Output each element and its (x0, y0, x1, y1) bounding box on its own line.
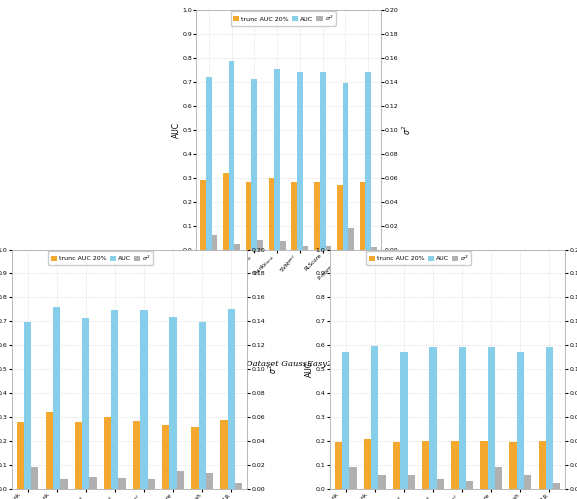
Bar (371, 247, 377, 250)
Bar (206, 77, 212, 250)
Bar (206, 474, 213, 489)
Bar (252, 79, 257, 250)
Bar (133, 422, 140, 489)
Bar (335, 442, 342, 489)
Legend: trunc AUC 20%, AUC, $\sigma^2$: trunc AUC 20%, AUC, $\sigma^2$ (366, 251, 471, 265)
Text: a.  Dataset GaussEasy20D: a. Dataset GaussEasy20D (233, 360, 344, 368)
Bar (342, 352, 350, 489)
Bar (364, 439, 371, 489)
Bar (235, 483, 242, 489)
Bar (223, 173, 228, 250)
Bar (140, 310, 148, 489)
Bar (228, 61, 234, 250)
Bar (191, 427, 198, 489)
Y-axis label: AUC: AUC (172, 122, 181, 138)
Bar (480, 441, 488, 489)
Y-axis label: $\sigma^2$: $\sigma^2$ (267, 364, 279, 374)
Y-axis label: $\sigma^2$: $\sigma^2$ (400, 125, 413, 135)
Bar (509, 442, 517, 489)
Bar (82, 318, 89, 489)
Bar (517, 352, 524, 489)
Bar (104, 417, 111, 489)
Bar (60, 480, 68, 489)
Legend: trunc AUC 20%, AUC, $\sigma^2$: trunc AUC 20%, AUC, $\sigma^2$ (231, 11, 336, 25)
Bar (337, 185, 343, 250)
Bar (359, 182, 365, 250)
Y-axis label: AUC: AUC (305, 361, 314, 377)
Bar (177, 471, 184, 489)
Bar (495, 468, 502, 489)
Bar (291, 182, 297, 250)
Bar (466, 481, 473, 489)
Bar (429, 346, 437, 489)
Bar (422, 441, 429, 489)
Bar (546, 346, 553, 489)
Bar (393, 442, 400, 489)
Bar (280, 241, 286, 250)
Bar (220, 420, 227, 489)
Bar (553, 483, 560, 489)
Bar (274, 69, 280, 250)
Bar (538, 441, 546, 489)
Bar (407, 475, 415, 489)
Bar (268, 178, 274, 250)
Bar (118, 478, 126, 489)
Bar (234, 244, 240, 250)
Bar (349, 228, 354, 250)
Bar (17, 422, 24, 489)
Bar (75, 423, 82, 489)
Bar (343, 82, 349, 250)
Bar (303, 246, 309, 250)
Bar (297, 72, 303, 249)
Bar (212, 235, 218, 250)
Bar (451, 441, 459, 489)
Bar (162, 425, 170, 489)
Bar (46, 412, 53, 489)
Bar (257, 240, 263, 250)
Bar (24, 322, 31, 489)
Bar (53, 306, 60, 489)
Bar (198, 322, 206, 489)
Bar (365, 72, 371, 250)
Bar (371, 346, 379, 489)
Bar (314, 182, 320, 250)
Bar (524, 475, 531, 489)
Bar (379, 475, 386, 489)
Bar (320, 72, 325, 249)
Bar (325, 246, 331, 250)
Legend: trunc AUC 20%, AUC, $\sigma^2$: trunc AUC 20%, AUC, $\sigma^2$ (48, 251, 153, 265)
Bar (246, 183, 252, 250)
Bar (31, 468, 39, 489)
Bar (400, 352, 407, 489)
Bar (227, 309, 235, 489)
Bar (148, 480, 155, 489)
Bar (170, 316, 177, 489)
Bar (89, 477, 97, 489)
Bar (459, 346, 466, 489)
Bar (200, 180, 206, 250)
Bar (437, 480, 444, 489)
Bar (350, 468, 357, 489)
Bar (488, 346, 495, 489)
Bar (111, 310, 118, 489)
